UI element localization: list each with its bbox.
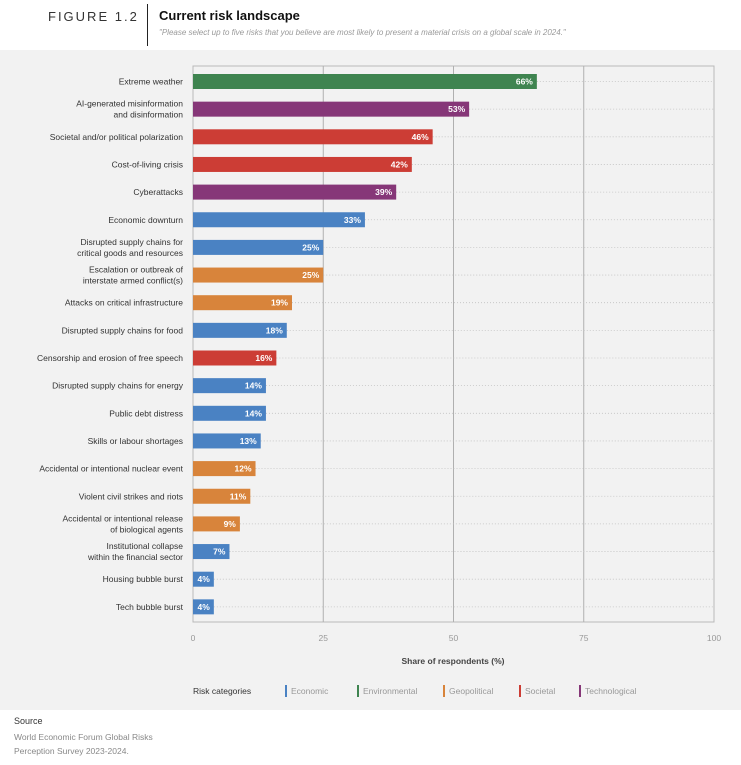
data-label: 19%: [271, 298, 288, 308]
category-label: Institutional collapse within the financi…: [87, 541, 183, 562]
data-label: 9%: [224, 519, 237, 529]
data-label: 7%: [213, 547, 226, 557]
category-label: Skills or labour shortages: [88, 436, 183, 446]
chart-panel: 66% Extreme weather 53% AI-generated misinf…: [0, 50, 741, 710]
x-tick-label: 25: [319, 633, 329, 643]
data-label: 25%: [302, 242, 319, 252]
legend-label: Environmental: [363, 686, 417, 696]
figure-header: FIGURE 1.2 Current risk landscape "Pleas…: [0, 0, 741, 50]
x-tick-label: 100: [707, 633, 721, 643]
legend-swatch: [357, 685, 359, 697]
category-label: Attacks on critical infrastructure: [65, 298, 183, 308]
category-label: Tech bubble burst: [116, 602, 184, 612]
category-label: Economic downturn: [108, 215, 183, 225]
legend-label: Technological: [585, 686, 637, 696]
chart-title: Current risk landscape: [159, 8, 300, 23]
legend-label: Geopolitical: [449, 686, 494, 696]
legend-swatch: [443, 685, 445, 697]
bar: [193, 322, 287, 338]
bar: [193, 101, 470, 117]
data-label: 4%: [198, 574, 211, 584]
category-label: Accidental or intentional nuclear event: [39, 464, 183, 474]
bar: [193, 267, 324, 283]
bar: [193, 378, 266, 394]
bar: [193, 156, 412, 172]
figure-label: FIGURE 1.2: [48, 9, 139, 24]
bar: [193, 599, 214, 615]
legend-label: Economic: [291, 686, 329, 696]
data-label: 16%: [255, 353, 272, 363]
x-axis-label: Share of respondents (%): [402, 656, 505, 666]
legend-label: Societal: [525, 686, 555, 696]
bar-chart: 66% Extreme weather 53% AI-generated misinf…: [37, 65, 721, 697]
category-label: Housing bubble burst: [103, 574, 184, 584]
category-label: Disrupted supply chains for critical good…: [77, 237, 183, 258]
category-label: Societal and/or political polarization: [50, 132, 184, 142]
data-label: 46%: [412, 132, 429, 142]
category-label: AI-generated misinformation and disinform…: [76, 99, 183, 120]
header-divider: [147, 4, 148, 46]
category-label: Disrupted supply chains for food: [62, 325, 184, 335]
category-label: Violent civil strikes and riots: [79, 491, 183, 501]
category-label: Disrupted supply chains for energy: [52, 381, 184, 391]
category-label: Cost-of-living crisis: [112, 159, 183, 169]
x-tick-label: 50: [449, 633, 459, 643]
chart-subtitle: "Please select up to five risks that you…: [159, 28, 566, 37]
bar: [193, 433, 261, 449]
bar: [193, 184, 397, 200]
bar: [193, 350, 277, 366]
data-label: 53%: [448, 104, 465, 114]
bar: [193, 129, 433, 145]
legend-title: Risk categories: [193, 686, 251, 696]
category-label: Escalation or outbreak of interstate arme…: [83, 265, 184, 286]
bar: [193, 461, 256, 477]
data-label: 13%: [240, 436, 257, 446]
category-label: Accidental or intentional release of biol…: [63, 513, 184, 534]
x-tick-label: 75: [579, 633, 589, 643]
bar: [193, 405, 266, 421]
legend-swatch: [285, 685, 287, 697]
bar: [193, 239, 324, 255]
source-block: Source World Economic Forum Global Risks…: [14, 716, 214, 758]
category-label: Censorship and erosion of free speech: [37, 353, 183, 363]
data-label: 12%: [235, 464, 252, 474]
bar: [193, 295, 292, 311]
category-label: Extreme weather: [119, 77, 183, 87]
bar: [193, 571, 214, 587]
data-label: 18%: [266, 325, 283, 335]
bar: [193, 74, 537, 89]
source-text: World Economic Forum Global Risks Percep…: [14, 732, 153, 756]
data-label: 11%: [230, 491, 247, 501]
data-label: 14%: [245, 408, 262, 418]
bar: [193, 212, 365, 228]
data-label: 25%: [302, 270, 319, 280]
bar: [193, 516, 240, 532]
legend-swatch: [519, 685, 521, 697]
bar: [193, 488, 251, 504]
x-tick-label: 0: [191, 633, 196, 643]
category-label: Public debt distress: [109, 408, 183, 418]
data-label: 33%: [344, 215, 361, 225]
data-label: 66%: [516, 77, 533, 87]
data-label: 14%: [245, 381, 262, 391]
data-label: 42%: [391, 159, 408, 169]
legend-swatch: [579, 685, 581, 697]
bar: [193, 544, 230, 560]
category-label: Cyberattacks: [133, 187, 183, 197]
data-label: 39%: [375, 187, 392, 197]
source-title: Source: [14, 716, 43, 726]
data-label: 4%: [198, 602, 211, 612]
